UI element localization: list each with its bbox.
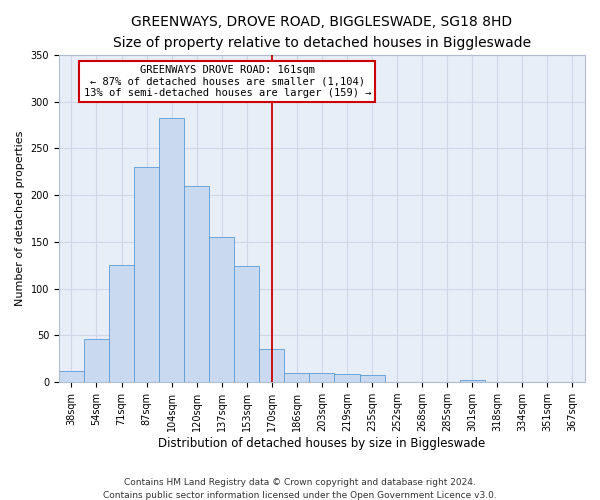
Bar xyxy=(259,350,284,382)
Bar xyxy=(109,266,134,382)
Bar xyxy=(234,266,259,382)
Bar xyxy=(359,374,385,382)
X-axis label: Distribution of detached houses by size in Biggleswade: Distribution of detached houses by size … xyxy=(158,437,485,450)
Title: GREENWAYS, DROVE ROAD, BIGGLESWADE, SG18 8HD
Size of property relative to detach: GREENWAYS, DROVE ROAD, BIGGLESWADE, SG18… xyxy=(113,15,531,50)
Bar xyxy=(310,373,334,382)
Bar xyxy=(184,186,209,382)
Text: Contains HM Land Registry data © Crown copyright and database right 2024.
Contai: Contains HM Land Registry data © Crown c… xyxy=(103,478,497,500)
Bar xyxy=(59,371,84,382)
Y-axis label: Number of detached properties: Number of detached properties xyxy=(15,131,25,306)
Bar xyxy=(159,118,184,382)
Bar xyxy=(134,167,159,382)
Bar xyxy=(84,339,109,382)
Bar xyxy=(209,238,234,382)
Bar xyxy=(460,380,485,382)
Bar xyxy=(334,374,359,382)
Bar xyxy=(284,373,310,382)
Text: GREENWAYS DROVE ROAD: 161sqm
← 87% of detached houses are smaller (1,104)
13% of: GREENWAYS DROVE ROAD: 161sqm ← 87% of de… xyxy=(83,65,371,98)
